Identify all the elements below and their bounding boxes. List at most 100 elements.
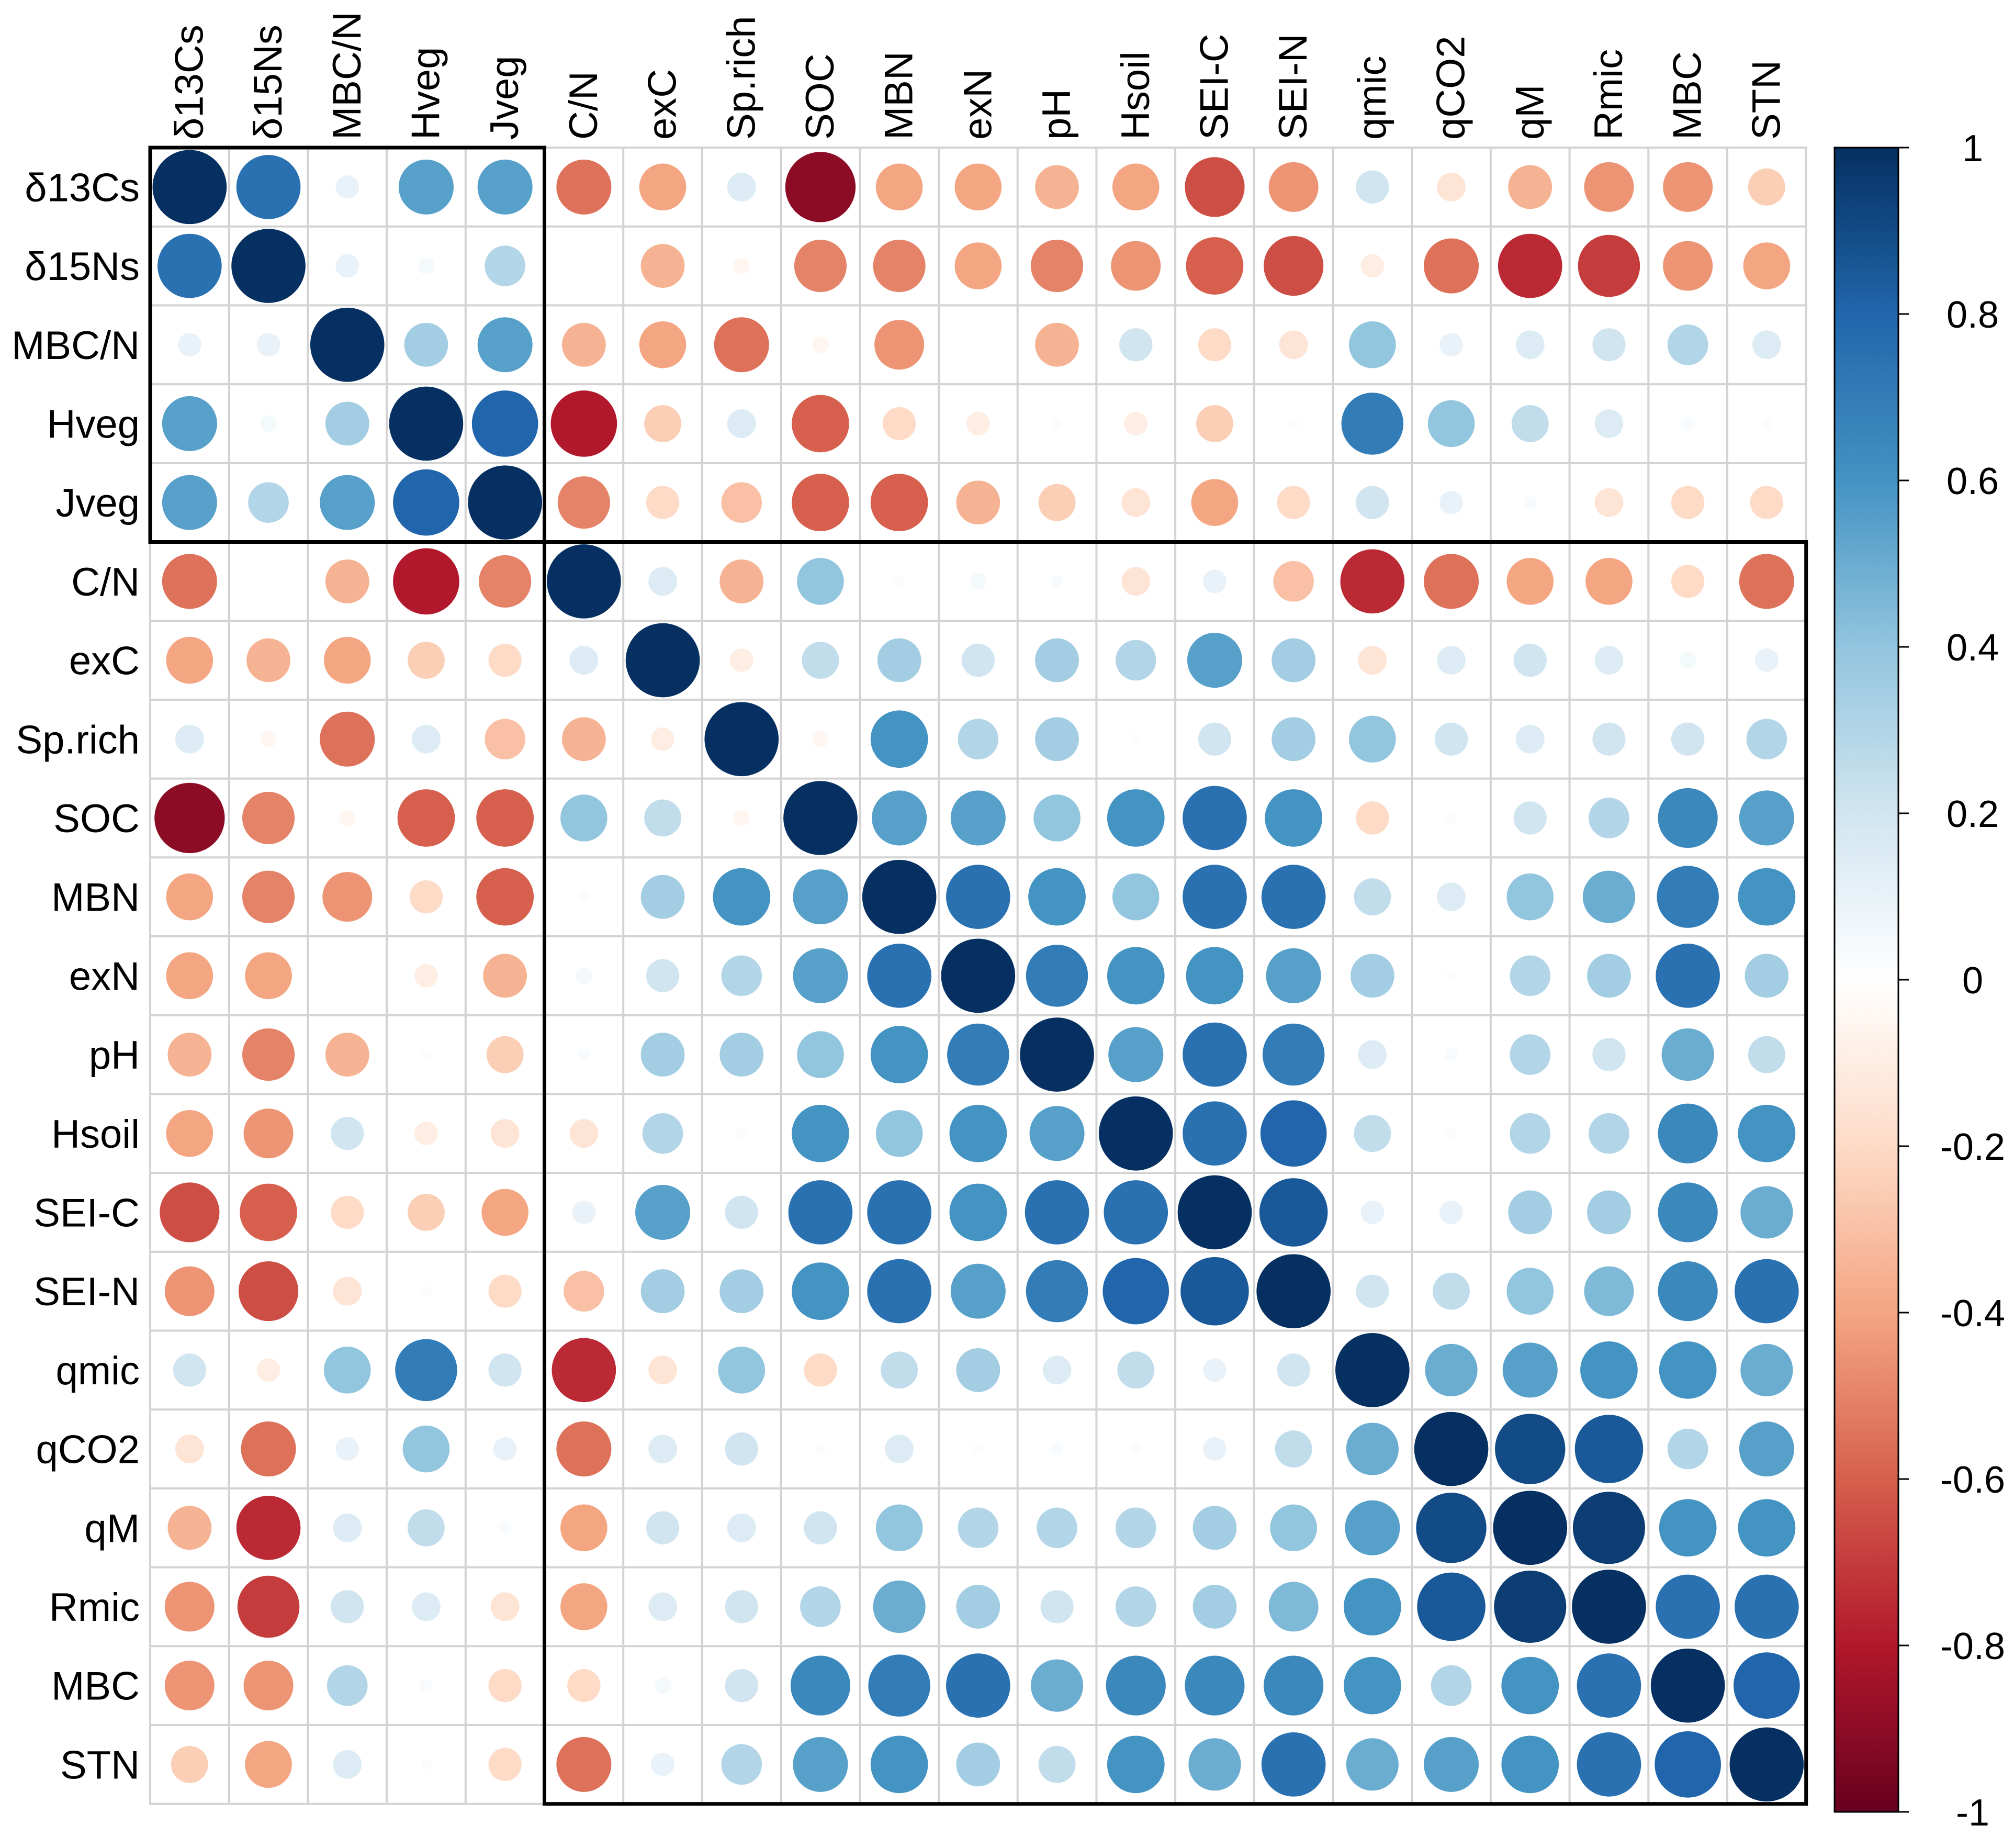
corr-circle-15-9 <box>881 1351 918 1389</box>
corr-circle-7-4 <box>485 719 525 760</box>
corr-circle-14-11 <box>1026 1260 1088 1323</box>
corr-circle-3-8 <box>792 395 849 453</box>
corr-circle-6-15 <box>1358 646 1387 675</box>
corr-circle-6-19 <box>1679 652 1696 669</box>
corr-circle-3-17 <box>1511 405 1549 442</box>
corr-circle-4-15 <box>1356 486 1389 519</box>
corr-circle-0-12 <box>1112 163 1160 211</box>
corr-circle-9-4 <box>476 868 534 926</box>
corr-circle-0-16 <box>1437 172 1466 201</box>
row-label: qM <box>84 1506 140 1551</box>
corr-circle-8-1 <box>242 791 295 845</box>
corr-circle-0-14 <box>1268 162 1319 212</box>
corr-circle-7-0 <box>175 724 204 754</box>
corr-circle-18-3 <box>412 1592 441 1621</box>
corr-circle-3-12 <box>1124 412 1148 435</box>
corr-circle-10-9 <box>867 944 931 1008</box>
corr-circle-16-15 <box>1346 1423 1399 1475</box>
corr-circle-16-3 <box>402 1425 450 1473</box>
corr-circle-8-13 <box>1183 786 1247 850</box>
corr-circle-8-15 <box>1356 801 1389 835</box>
corr-circle-17-11 <box>1037 1507 1077 1549</box>
row-label: SOC <box>53 797 140 841</box>
corr-circle-8-10 <box>950 790 1006 846</box>
corr-circle-18-7 <box>725 1590 758 1623</box>
corr-circle-8-11 <box>1033 794 1081 842</box>
corr-circle-15-19 <box>1659 1341 1717 1399</box>
corr-circle-13-18 <box>1587 1190 1631 1235</box>
corr-circle-4-5 <box>557 476 610 529</box>
row-label: qmic <box>56 1349 140 1393</box>
corr-circle-2-4 <box>477 317 533 373</box>
column-labels: δ13Cs δ15Ns MBC/N Hveg Jveg C/N exC Sp.rich SOC M… <box>167 12 1788 140</box>
corr-circle-4-7 <box>721 482 762 523</box>
row-label: STN <box>60 1743 140 1787</box>
corr-circle-18-5 <box>560 1583 607 1630</box>
corr-circle-8-7 <box>733 810 750 826</box>
corr-circle-16-18 <box>1574 1415 1644 1483</box>
corr-circle-8-12 <box>1107 789 1165 847</box>
corr-circle-10-17 <box>1510 955 1551 996</box>
column-label: Jveg <box>482 55 527 140</box>
corr-circle-13-14 <box>1259 1178 1328 1247</box>
corr-circle-19-11 <box>1030 1659 1084 1712</box>
corr-circle-3-7 <box>727 409 756 438</box>
corr-circle-12-18 <box>1589 1113 1629 1154</box>
corr-circle-12-15 <box>1354 1115 1391 1152</box>
corr-circle-6-9 <box>877 638 921 682</box>
column-label: qM <box>1507 84 1552 140</box>
corr-circle-1-15 <box>1360 254 1385 278</box>
corr-circle-0-4 <box>477 159 533 215</box>
corr-circle-15-16 <box>1425 1343 1478 1396</box>
corr-circle-17-16 <box>1416 1493 1487 1563</box>
corr-circle-9-19 <box>1657 866 1719 928</box>
row-label: MBC/N <box>12 323 140 368</box>
corr-circle-6-17 <box>1513 643 1547 677</box>
corr-circle-7-15 <box>1349 715 1396 763</box>
corr-circle-10-3 <box>414 964 438 988</box>
corr-circle-13-10 <box>949 1183 1007 1241</box>
corr-circle-18-20 <box>1735 1574 1799 1639</box>
corr-circle-6-6 <box>625 623 700 698</box>
colorbar-gradient <box>1833 147 1899 1813</box>
column-label: qmic <box>1350 56 1394 140</box>
corr-circle-10-6 <box>646 959 680 993</box>
corr-circle-6-5 <box>569 646 599 675</box>
corr-circle-6-16 <box>1437 646 1466 675</box>
corr-circle-13-3 <box>408 1194 445 1231</box>
corr-circle-20-11 <box>1038 1745 1076 1783</box>
corr-circle-16-9 <box>885 1435 914 1463</box>
corr-circle-15-13 <box>1203 1358 1227 1382</box>
corr-circle-19-1 <box>243 1661 294 1711</box>
corr-circle-6-13 <box>1187 633 1242 688</box>
corr-circle-13-20 <box>1740 1186 1793 1239</box>
corr-circle-9-5 <box>578 891 589 902</box>
column-label: C/N <box>561 71 606 140</box>
corr-circle-4-13 <box>1191 479 1239 526</box>
corr-circle-14-7 <box>719 1269 764 1314</box>
corr-circle-5-12 <box>1121 567 1151 596</box>
corr-circle-11-19 <box>1661 1028 1714 1081</box>
corr-circle-8-8 <box>783 781 858 855</box>
corr-circle-4-12 <box>1121 488 1151 517</box>
row-label: δ15Ns <box>25 244 140 289</box>
corr-circle-19-5 <box>567 1668 601 1703</box>
corr-circle-1-19 <box>1663 241 1713 291</box>
corr-circle-3-1 <box>260 415 277 432</box>
corr-circle-3-9 <box>882 407 916 441</box>
corr-circle-13-12 <box>1104 1180 1168 1245</box>
corr-circle-17-7 <box>727 1513 756 1542</box>
corr-circle-11-10 <box>947 1023 1009 1086</box>
corr-circle-12-7 <box>736 1128 747 1139</box>
corr-circle-13-6 <box>635 1184 691 1240</box>
corr-circle-18-6 <box>648 1592 677 1621</box>
corr-circle-20-6 <box>651 1752 674 1776</box>
corr-circle-9-14 <box>1261 865 1326 929</box>
corr-circle-11-18 <box>1592 1038 1626 1071</box>
corr-circle-19-10 <box>946 1653 1010 1718</box>
row-label: exC <box>69 639 140 684</box>
corr-circle-12-0 <box>166 1110 213 1157</box>
corr-circle-2-1 <box>256 333 280 357</box>
corr-circle-20-5 <box>556 1737 612 1792</box>
corr-circle-20-3 <box>421 1759 432 1770</box>
